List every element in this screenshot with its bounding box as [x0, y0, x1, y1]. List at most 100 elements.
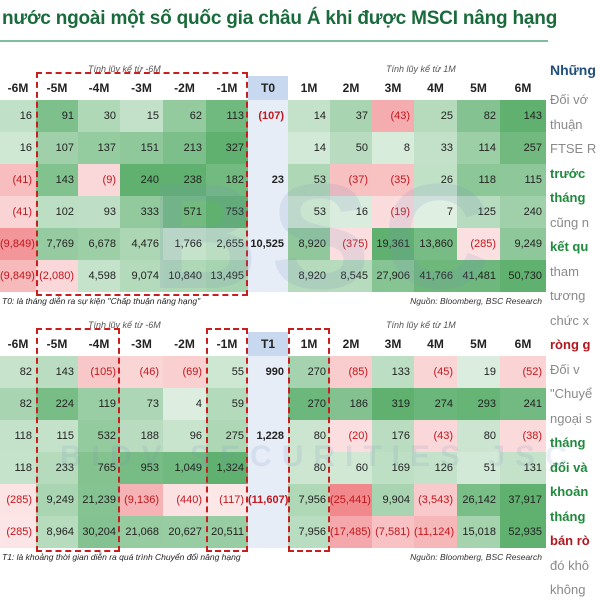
table-cell: (2,080) [36, 260, 78, 292]
table-cell: 571 [163, 196, 206, 228]
table-cell: 10,840 [163, 260, 206, 292]
table-cell: (440) [163, 484, 206, 516]
commentary-line: Đối v [550, 361, 580, 377]
table-cell: 765 [78, 452, 120, 484]
table-cell: 21,239 [78, 484, 120, 516]
table-cell: 20,511 [206, 516, 248, 548]
table-cell: 23 [248, 164, 288, 196]
table-cell: 133 [372, 356, 414, 388]
table-cell: 51 [457, 452, 500, 484]
table-cell: (9,136) [120, 484, 163, 516]
commentary-line: cũng n [550, 214, 590, 230]
table-cell: 30,204 [78, 516, 120, 548]
table-cell: 62 [163, 100, 206, 132]
table-cell: 102 [36, 196, 78, 228]
table-cell: 274 [414, 388, 457, 420]
table-cell: 238 [163, 164, 206, 196]
column-header-6m: 6M [514, 337, 532, 351]
table-cell: 96 [163, 420, 206, 452]
commentary-line: tháng [550, 435, 586, 450]
table-cell: 53 [288, 196, 330, 228]
table-cell: 182 [206, 164, 248, 196]
table-cell: 4,598 [78, 260, 120, 292]
table-cell: 113 [206, 100, 248, 132]
table-cell: 41,766 [414, 260, 457, 292]
table-cell: 25 [414, 100, 457, 132]
table-cell: (35) [372, 164, 414, 196]
table-row: (285) 8,964 30,204 21,068 20,627 20,511 7,956(… [0, 516, 546, 548]
table-cell: 59 [206, 388, 248, 420]
table-cell: 21,068 [120, 516, 163, 548]
table-row: 82 143 (105) (46) (69) 55 990 270 (85) 133 (45) 19(… [0, 356, 546, 388]
table-cell [248, 196, 288, 228]
footnote-text: T0: là tháng diễn ra sự kiện "Chấp thuận… [2, 296, 201, 306]
footnote-text: T1: là khoảng thời gian diễn ra quá trìn… [2, 552, 241, 562]
commentary-line: tương [550, 288, 586, 303]
table-cell: 126 [414, 452, 457, 484]
table-cell: (45) [414, 356, 457, 388]
table-cell: (375) [330, 228, 372, 260]
column-header-2m: -2M [174, 337, 195, 351]
table-cell: 4,476 [120, 228, 163, 260]
table-row: 16 107 137 151 213 327 14 50 8 33 114 257 [0, 132, 546, 164]
column-header-1m: 1M [300, 81, 318, 95]
table-cell: (9,849) [0, 228, 36, 260]
table-cell: 270 [288, 388, 330, 420]
commentary-line: ròng g [550, 337, 591, 352]
table-cell: 240 [500, 196, 546, 228]
column-header-6m: -6M [7, 337, 29, 351]
table-cell: (43) [372, 100, 414, 132]
table-cell: 2,655 [206, 228, 248, 260]
table-msci-conversion: Tính lũy kế từ -6M Tính lũy kế từ 1M -6M… [0, 318, 546, 562]
table-cell: (11,607) [248, 484, 288, 516]
table-cell: (7,581) [372, 516, 414, 548]
table-cell: 213 [163, 132, 206, 164]
commentary-line: trước [550, 165, 586, 181]
table-cell: 125 [457, 196, 500, 228]
table-row: 118 233 765 953 1,049 1,324 80 60 169 126 51 131 [0, 452, 546, 484]
table-cell: (69) [163, 356, 206, 388]
title-divider [0, 40, 548, 42]
commentary-line: "Chuyể [550, 386, 593, 401]
table-cell: 319 [372, 388, 414, 420]
table-cell: (41) [0, 196, 36, 228]
column-header-4m: -4M [88, 81, 110, 95]
column-header-3m: 3M [384, 337, 402, 351]
table-cell: 131 [500, 452, 546, 484]
table-cell: 1,228 [248, 420, 288, 452]
column-header-2m: 2M [342, 81, 360, 95]
table-cell: 9,074 [120, 260, 163, 292]
commentary-line: đối và [550, 459, 588, 475]
table-cell: 52,935 [500, 516, 546, 548]
table-cell: 13,495 [206, 260, 248, 292]
table-cell: (43) [414, 420, 457, 452]
table-cell: 293 [457, 388, 500, 420]
column-header-2m: 2M [342, 337, 360, 351]
table-cell [248, 452, 288, 484]
commentary-line: ngoại s [550, 410, 592, 426]
table-cell: 143 [500, 100, 546, 132]
table-body: 82 143 (105) (46) (69) 55 990 270 (85) 133 (45) 19(… [0, 356, 546, 548]
range-label-row: Tính lũy kế từ -6M Tính lũy kế từ 1M [0, 62, 546, 76]
table-cell: (285) [0, 484, 36, 516]
table-cell: 176 [372, 420, 414, 452]
table-cell: 118 [457, 164, 500, 196]
table-cell: 753 [206, 196, 248, 228]
table-cell: 16 [330, 196, 372, 228]
table-cell: 19 [457, 356, 500, 388]
table-cell: (107) [248, 100, 288, 132]
column-header-3m: 3M [384, 81, 402, 95]
column-header-6m: -6M [7, 81, 29, 95]
source-text: Nguồn: Bloomberg, BSC Research [410, 552, 542, 562]
table-cell: 20,627 [163, 516, 206, 548]
table-cell: 26 [414, 164, 457, 196]
column-header-3m: -3M [131, 337, 152, 351]
column-header-1m: 1M [300, 337, 318, 351]
table-cell: 532 [78, 420, 120, 452]
table-cell: 188 [120, 420, 163, 452]
table-cell: 186 [330, 388, 372, 420]
column-header-t0: T0 [248, 76, 288, 100]
table-cell: (19) [372, 196, 414, 228]
table-cell: 275 [206, 420, 248, 452]
table-footnote: T0: là tháng diễn ra sự kiện "Chấp thuận… [0, 296, 546, 310]
